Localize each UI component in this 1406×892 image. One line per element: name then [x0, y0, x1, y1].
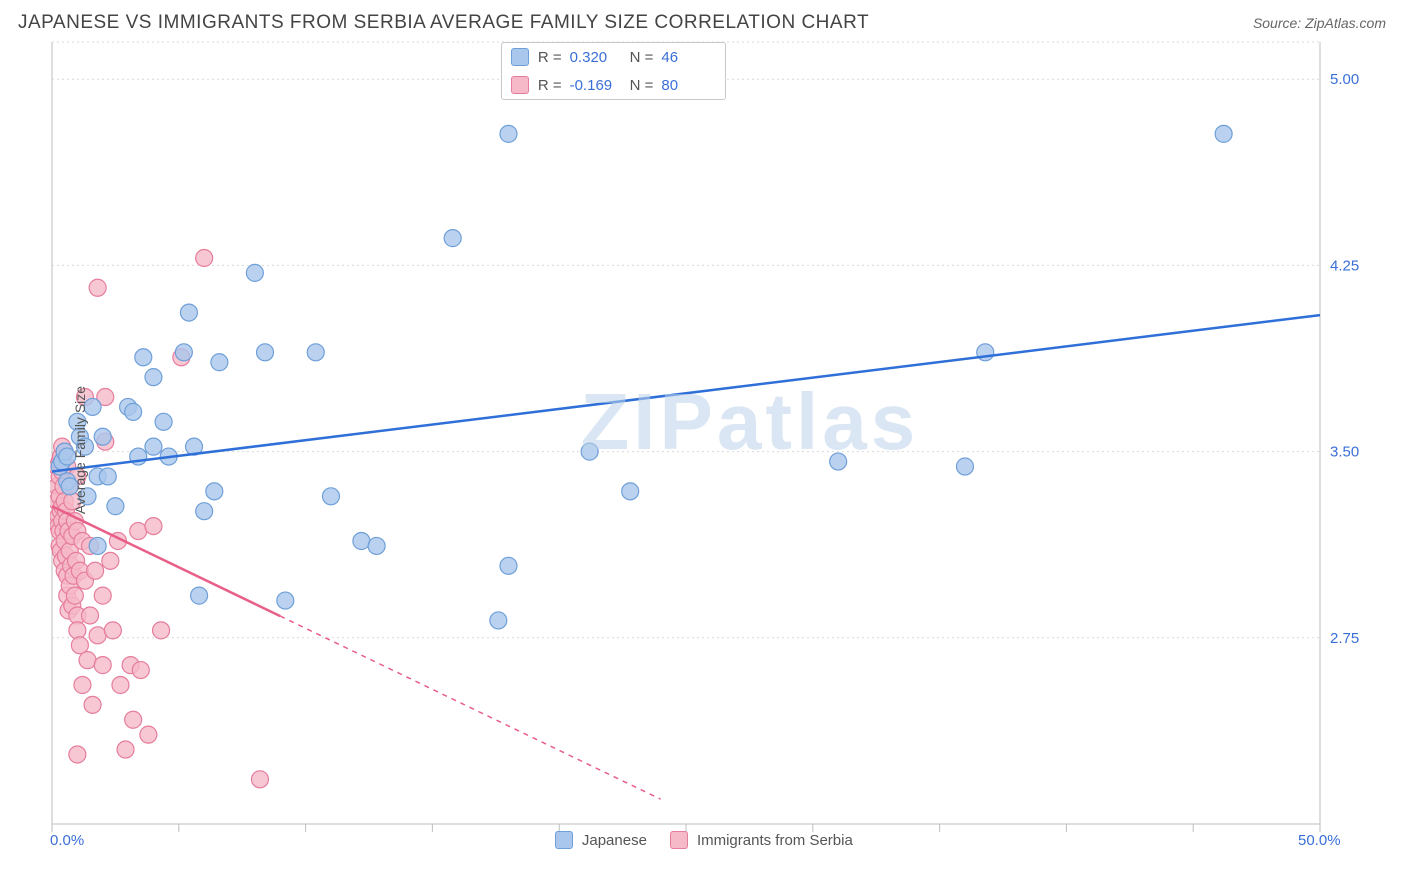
x-axis-start-label: 0.0% [50, 832, 84, 849]
x-axis-end-label: 50.0% [1298, 832, 1341, 849]
series-legend: Japanese Immigrants from Serbia [554, 830, 853, 850]
correlation-scatter-chart: 2.75 3.50 4.25 5.00 [50, 40, 1376, 840]
r-label: R = [538, 77, 562, 94]
chart-header: JAPANESE VS IMMIGRANTS FROM SERBIA AVERA… [0, 0, 1406, 40]
swatch-icon [554, 830, 574, 850]
legend-item-japanese: Japanese [554, 830, 647, 850]
svg-text:2.75: 2.75 [1330, 630, 1359, 647]
swatch-icon [510, 47, 530, 67]
chart-container: Average Family Size 2.753.504.255.00 ZIP… [50, 40, 1376, 860]
stats-row-serbia: R = -0.169 N = 80 [502, 71, 726, 99]
source-attribution: Source: ZipAtlas.com [1253, 15, 1386, 31]
n-value: 80 [661, 77, 713, 94]
svg-text:4.25: 4.25 [1330, 257, 1359, 274]
legend-label: Immigrants from Serbia [697, 832, 853, 849]
svg-text:3.50: 3.50 [1330, 444, 1359, 461]
source-prefix: Source: [1253, 15, 1305, 31]
correlation-stats-legend: R = 0.320 N = 46 R = -0.169 N = 80 [501, 42, 727, 100]
n-label: N = [630, 49, 654, 66]
stats-row-japanese: R = 0.320 N = 46 [502, 43, 726, 71]
swatch-icon [669, 830, 689, 850]
n-value: 46 [661, 49, 713, 66]
legend-item-serbia: Immigrants from Serbia [669, 830, 853, 850]
chart-title: JAPANESE VS IMMIGRANTS FROM SERBIA AVERA… [18, 12, 869, 34]
legend-label: Japanese [582, 832, 647, 849]
r-value: 0.320 [570, 49, 622, 66]
swatch-icon [510, 75, 530, 95]
r-label: R = [538, 49, 562, 66]
y-axis-label: Average Family Size [72, 386, 88, 514]
r-value: -0.169 [570, 77, 622, 94]
n-label: N = [630, 77, 654, 94]
source-name: ZipAtlas.com [1305, 15, 1386, 31]
svg-text:5.00: 5.00 [1330, 71, 1359, 88]
